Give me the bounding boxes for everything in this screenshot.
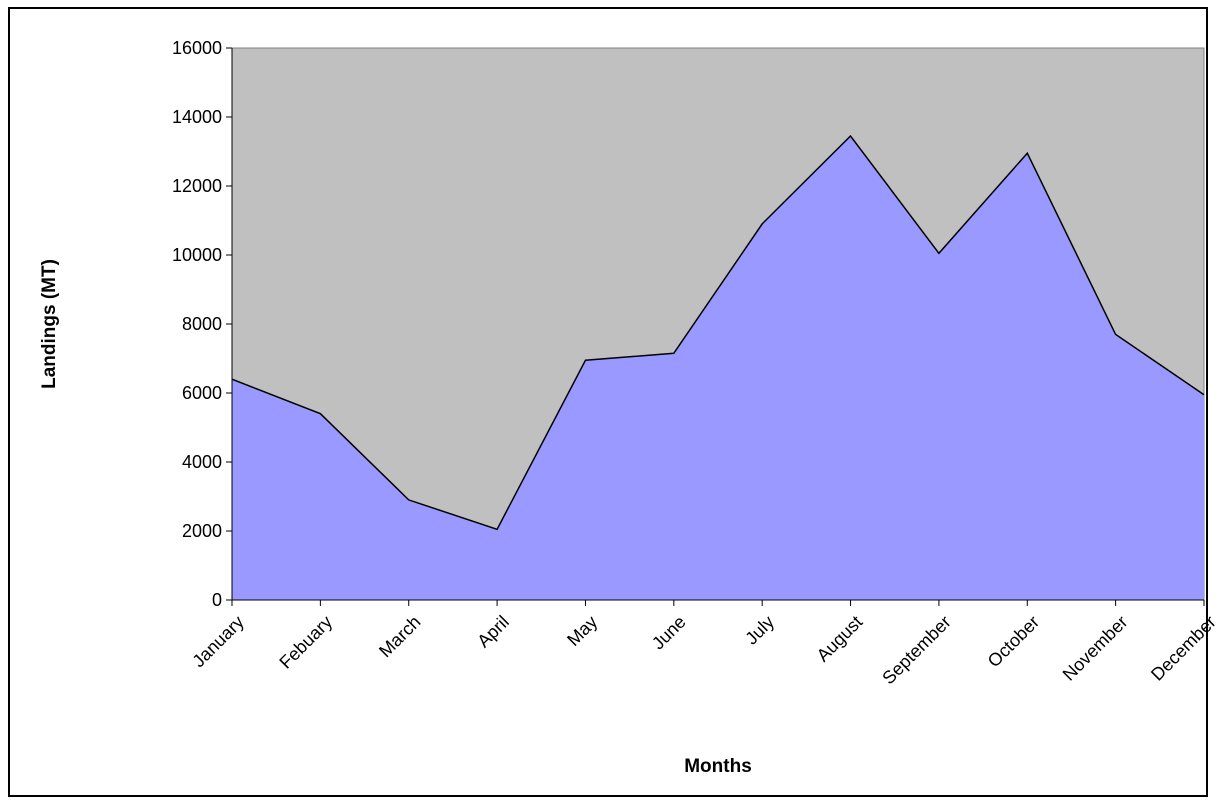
x-tick-label: June xyxy=(648,612,690,654)
area-line xyxy=(231,134,1205,531)
x-axis-title: Months xyxy=(684,756,752,777)
y-tick-label: 12000 xyxy=(172,176,222,196)
x-tick-label: January xyxy=(188,612,247,671)
x-tick-label: Febuary xyxy=(275,612,336,673)
y-tick-label: 4000 xyxy=(182,452,222,472)
x-tick-label: August xyxy=(813,612,867,666)
area-fill xyxy=(232,136,1204,600)
x-tick-label: April xyxy=(473,612,513,652)
y-axis-title: Landings (MT) xyxy=(39,259,60,389)
x-tick-label: September xyxy=(878,612,954,688)
x-tick-label: May xyxy=(563,612,601,650)
y-tick-label: 10000 xyxy=(172,245,222,265)
y-axis: 0 2000 4000 6000 8000 10000 12000 14000 16000 xyxy=(172,38,233,610)
y-tick-label: 6000 xyxy=(182,383,222,403)
x-axis: January Febuary March April May June July Augus… xyxy=(188,599,1217,688)
x-tick-label: November xyxy=(1059,612,1132,685)
x-tick-label: March xyxy=(375,612,425,662)
x-tick-label: July xyxy=(741,612,778,649)
y-tick-label: 0 xyxy=(212,590,222,610)
x-tick-label: October xyxy=(984,612,1043,671)
y-tick-label: 8000 xyxy=(182,314,222,334)
y-tick-label: 14000 xyxy=(172,107,222,127)
y-tick-label: 2000 xyxy=(182,521,222,541)
x-tick-label: December xyxy=(1147,612,1217,685)
y-tick-label: 16000 xyxy=(172,38,222,58)
